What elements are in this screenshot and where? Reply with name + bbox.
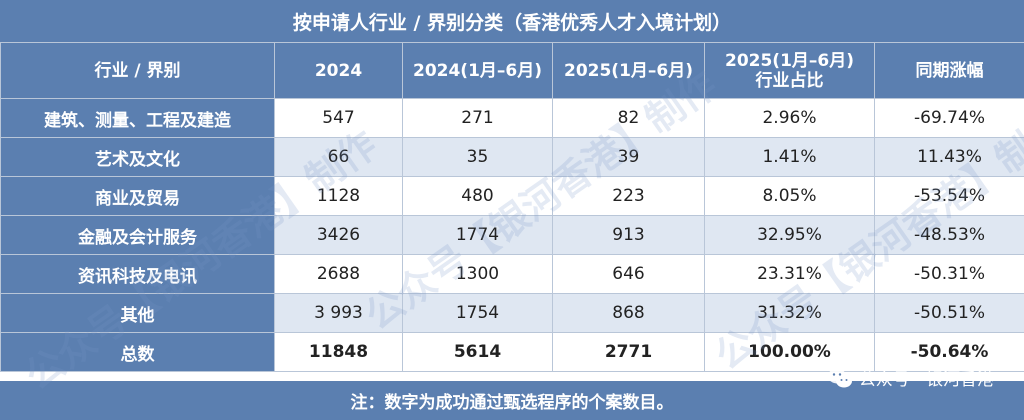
row-2024-h1: 271 — [402, 98, 553, 138]
row-share: 8.05% — [704, 176, 875, 216]
table-row: 艺术及文化 66 35 39 1.41% 11.43% — [0, 137, 1024, 177]
row-category: 艺术及文化 — [0, 137, 275, 177]
row-2024: 2688 — [274, 254, 403, 294]
row-change: 11.43% — [874, 137, 1024, 177]
row-2025-h1: 223 — [552, 176, 705, 216]
total-2024: 11848 — [274, 332, 403, 372]
row-2025-h1: 868 — [552, 293, 705, 333]
total-category: 总数 — [0, 332, 275, 372]
row-2025-h1: 646 — [552, 254, 705, 294]
header-category: 行业 / 界别 — [0, 42, 275, 99]
table-row: 建筑、测量、工程及建造 547 271 82 2.96% -69.74% — [0, 98, 1024, 138]
row-2024-h1: 1300 — [402, 254, 553, 294]
total-change: -50.64% — [874, 332, 1024, 372]
wechat-label: 公众号 · 银河香港 — [858, 370, 994, 390]
row-category: 商业及贸易 — [0, 176, 275, 216]
data-table: 行业 / 界别 2024 2024(1月–6月) 2025(1月–6月) 202… — [0, 42, 1024, 372]
header-2024: 2024 — [274, 42, 403, 99]
header-2025-h1: 2025(1月–6月) — [552, 42, 705, 99]
row-change: -48.53% — [874, 215, 1024, 255]
footnote: 注：数字为成功通过甄选程序的个案数目。 — [0, 381, 1024, 420]
row-2024-h1: 480 — [402, 176, 553, 216]
header-2024-h1: 2024(1月–6月) — [402, 42, 553, 99]
header-row: 行业 / 界别 2024 2024(1月–6月) 2025(1月–6月) 202… — [0, 42, 1024, 99]
row-2024: 1128 — [274, 176, 403, 216]
header-share-line2: 行业占比 — [755, 70, 824, 91]
header-share-line1: 2025(1月–6月) — [724, 50, 854, 71]
total-row: 总数 11848 5614 2771 100.00% -50.64% — [0, 332, 1024, 372]
wechat-icon — [827, 368, 852, 387]
row-share: 32.95% — [704, 215, 875, 255]
row-2024-h1: 1754 — [402, 293, 553, 333]
wechat-badge: 公众号 · 银河香港 — [827, 365, 994, 390]
row-category: 其他 — [0, 293, 275, 333]
row-2025-h1: 39 — [552, 137, 705, 177]
table-title: 按申请人行业 / 界别分类（香港优秀人才入境计划） — [0, 0, 1024, 42]
row-change: -69.74% — [874, 98, 1024, 138]
total-2025-h1: 2771 — [552, 332, 705, 372]
row-category: 金融及会计服务 — [0, 215, 275, 255]
total-share: 100.00% — [704, 332, 875, 372]
row-category: 资讯科技及电讯 — [0, 254, 275, 294]
row-2024: 3426 — [274, 215, 403, 255]
row-2025-h1: 913 — [552, 215, 705, 255]
row-change: -50.31% — [874, 254, 1024, 294]
table-row: 商业及贸易 1128 480 223 8.05% -53.54% — [0, 176, 1024, 216]
row-2024: 3 993 — [274, 293, 403, 333]
row-share: 31.32% — [704, 293, 875, 333]
row-share: 2.96% — [704, 98, 875, 138]
row-change: -53.54% — [874, 176, 1024, 216]
row-change: -50.51% — [874, 293, 1024, 333]
row-category: 建筑、测量、工程及建造 — [0, 98, 275, 138]
header-share: 2025(1月–6月) 行业占比 — [704, 42, 875, 99]
row-2024: 66 — [274, 137, 403, 177]
row-2024-h1: 1774 — [402, 215, 553, 255]
row-share: 1.41% — [704, 137, 875, 177]
row-2025-h1: 82 — [552, 98, 705, 138]
total-2024-h1: 5614 — [402, 332, 553, 372]
header-change: 同期涨幅 — [874, 42, 1024, 99]
table-row: 其他 3 993 1754 868 31.32% -50.51% — [0, 293, 1024, 333]
row-2024: 547 — [274, 98, 403, 138]
row-share: 23.31% — [704, 254, 875, 294]
row-2024-h1: 35 — [402, 137, 553, 177]
table-row: 金融及会计服务 3426 1774 913 32.95% -48.53% — [0, 215, 1024, 255]
table-row: 资讯科技及电讯 2688 1300 646 23.31% -50.31% — [0, 254, 1024, 294]
